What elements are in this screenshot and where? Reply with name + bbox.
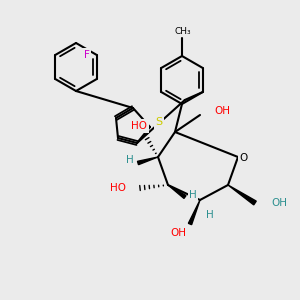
Text: CH₃: CH₃ (175, 26, 191, 35)
Text: HO: HO (131, 121, 147, 131)
Polygon shape (168, 185, 186, 198)
Text: O: O (240, 153, 248, 163)
Text: H: H (189, 190, 197, 200)
Polygon shape (137, 157, 158, 165)
Polygon shape (188, 200, 200, 225)
Text: HO: HO (110, 183, 126, 193)
Text: OH: OH (271, 198, 287, 208)
Text: H: H (206, 210, 214, 220)
Polygon shape (228, 185, 256, 205)
Text: H: H (126, 155, 134, 165)
Text: OH: OH (214, 106, 230, 116)
Text: F: F (84, 50, 90, 60)
Text: S: S (155, 117, 163, 127)
Text: OH: OH (170, 228, 186, 238)
